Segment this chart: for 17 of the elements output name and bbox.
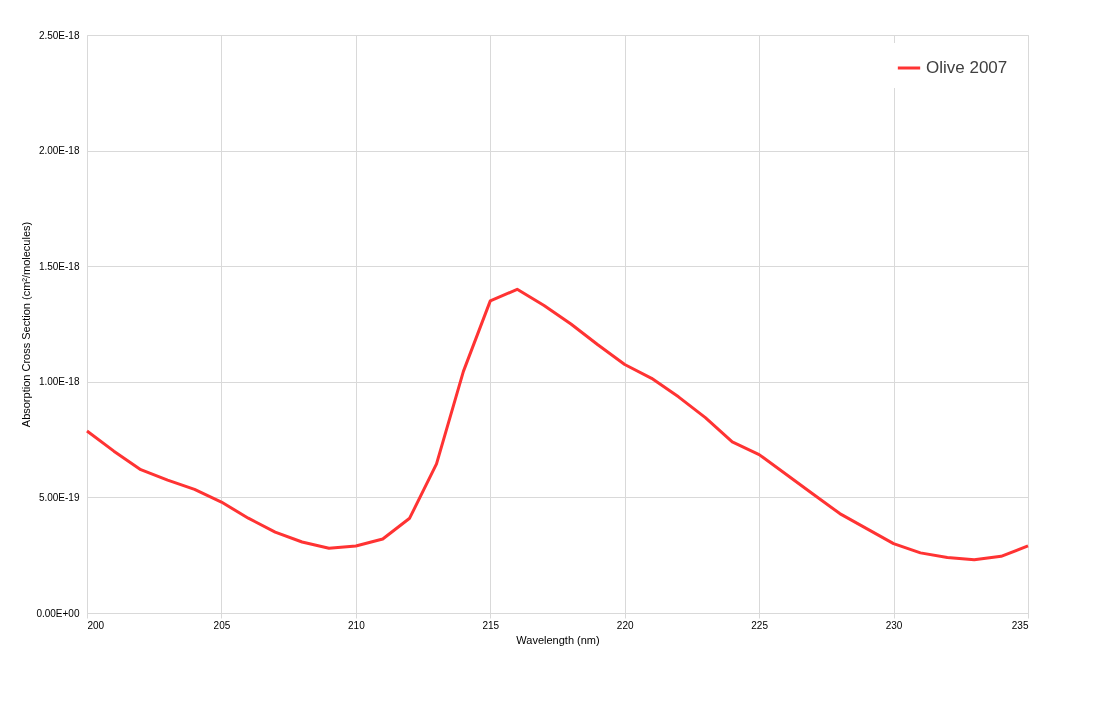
y-tick-label: 1.50E-18 xyxy=(38,260,80,272)
x-tick-label: 225 xyxy=(751,619,769,631)
y-tick-label: 1.00E-18 xyxy=(38,376,80,388)
y-tick-label: 0.00E+00 xyxy=(36,607,80,619)
x-tick-label: 200 xyxy=(87,619,105,631)
legend-label: Olive 2007 xyxy=(926,58,1008,77)
x-axis-title: Wavelength (nm) xyxy=(516,633,600,646)
x-tick-label: 215 xyxy=(482,619,500,631)
x-tick-label: 230 xyxy=(885,619,903,631)
y-tick-label: 2.00E-18 xyxy=(38,145,80,157)
x-tick-label: 220 xyxy=(616,619,634,631)
y-tick-label: 2.50E-18 xyxy=(38,29,80,41)
x-tick-label: 205 xyxy=(213,619,231,631)
y-axis-title: Absorption Cross Section (cm²/molecules) xyxy=(20,221,33,428)
x-tick-label: 235 xyxy=(1011,619,1029,631)
x-tick-label: 210 xyxy=(348,619,366,631)
y-tick-label: 5.00E-19 xyxy=(38,491,80,503)
